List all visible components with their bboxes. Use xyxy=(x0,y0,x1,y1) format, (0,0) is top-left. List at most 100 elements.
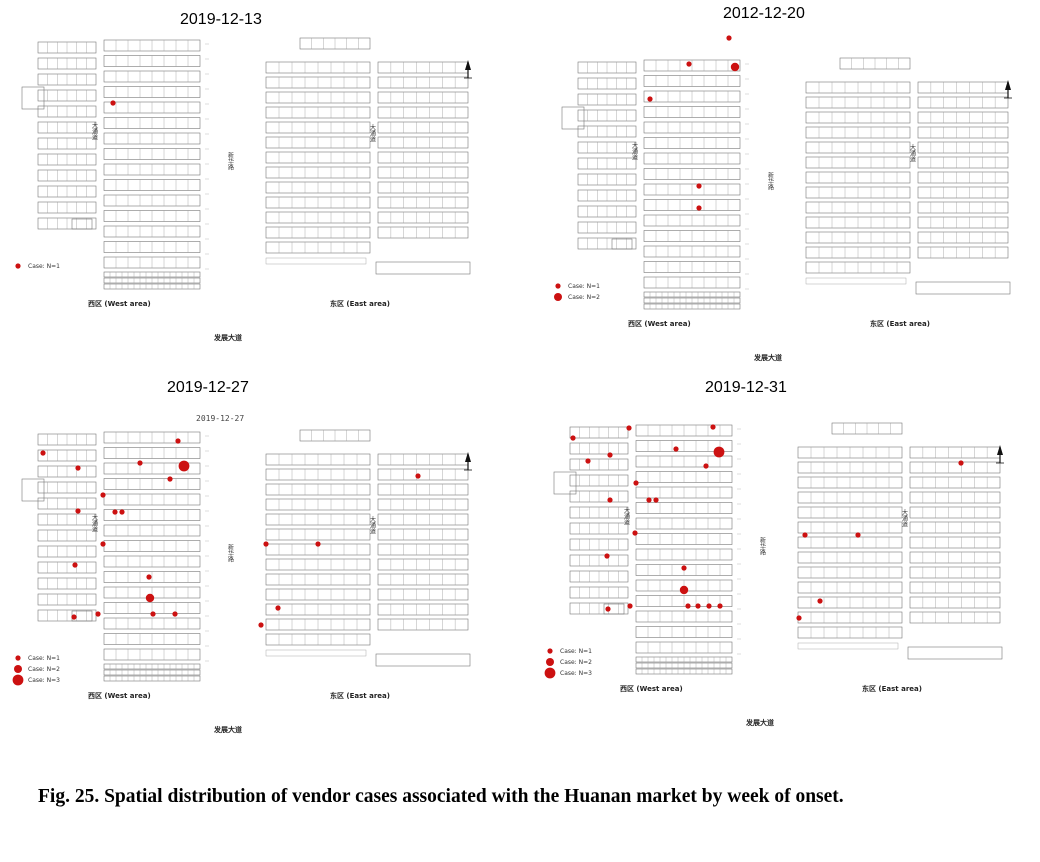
stall-row xyxy=(377,91,469,104)
structure xyxy=(265,649,367,657)
legend-marker xyxy=(14,665,22,673)
west-street-label: 大通道 xyxy=(623,506,630,526)
case-marker xyxy=(570,435,576,441)
case-marker xyxy=(75,508,81,514)
case-marker xyxy=(75,465,81,471)
stall-row xyxy=(377,543,469,556)
lane-label: 新华路 xyxy=(227,151,234,171)
panel-date-4: 2019-12-31 xyxy=(705,379,787,396)
stall-row xyxy=(377,513,469,526)
panel-date-3: 2019-12-27 xyxy=(167,379,249,396)
stall-row xyxy=(909,596,1001,609)
stall-row xyxy=(909,611,1001,624)
structure xyxy=(797,642,899,650)
structure xyxy=(603,603,625,615)
case-marker xyxy=(796,615,802,621)
case-marker xyxy=(415,473,421,479)
case-marker xyxy=(119,509,125,515)
stall-row xyxy=(909,446,1001,459)
legend-label: Case: N=3 xyxy=(560,670,592,677)
lane-label: 新华路 xyxy=(767,171,774,191)
case-marker xyxy=(172,611,178,617)
case-marker xyxy=(958,460,964,466)
stall-row xyxy=(917,156,1009,169)
structure xyxy=(907,646,1003,660)
legend-marker xyxy=(555,283,561,289)
east-area-label: 东区 (East area) xyxy=(330,691,390,700)
case-marker xyxy=(315,541,321,547)
west-area-label: 西区 (West area) xyxy=(620,685,683,693)
case-marker xyxy=(726,35,732,41)
case-marker xyxy=(681,565,687,571)
case-marker xyxy=(673,446,679,452)
case-marker xyxy=(710,424,716,430)
structure xyxy=(611,238,633,250)
legend-marker xyxy=(547,648,553,654)
stall-row xyxy=(377,151,469,164)
case-marker xyxy=(263,541,269,547)
east-street-label: 大通道 xyxy=(909,143,916,163)
structure xyxy=(71,218,93,230)
stall-row xyxy=(909,536,1001,549)
stall-row xyxy=(377,468,469,481)
case-marker xyxy=(685,603,691,609)
east-street-label: 大通道 xyxy=(369,515,376,535)
structure xyxy=(265,257,367,265)
legend-label: Case: N=2 xyxy=(28,666,60,673)
road-label: 发展大道 xyxy=(745,718,774,727)
stall-row xyxy=(377,573,469,586)
case-marker xyxy=(95,611,101,617)
legend-label: Case: N=3 xyxy=(28,677,60,684)
legend-label: Case: N=1 xyxy=(28,655,60,662)
stall-row xyxy=(909,461,1001,474)
case-marker xyxy=(679,585,689,595)
stall-row xyxy=(377,196,469,209)
stall-row xyxy=(377,211,469,224)
lane-label: 新华路 xyxy=(227,543,234,563)
legend-label: Case: N=1 xyxy=(568,283,600,290)
stall-row xyxy=(377,136,469,149)
case-marker xyxy=(686,61,692,67)
structure xyxy=(375,653,471,667)
panel-date-1: 2019-12-13 xyxy=(180,11,262,28)
case-marker xyxy=(647,96,653,102)
case-marker xyxy=(646,497,652,503)
stall-row xyxy=(917,246,1009,259)
east-area-label: 东区 (East area) xyxy=(862,684,922,693)
structure xyxy=(553,471,577,495)
case-marker xyxy=(802,532,808,538)
case-marker xyxy=(175,438,181,444)
case-marker xyxy=(607,497,613,503)
stall-row xyxy=(917,141,1009,154)
stall-row xyxy=(909,566,1001,579)
case-marker xyxy=(585,458,591,464)
west-street-label: 大通道 xyxy=(91,513,98,533)
case-marker xyxy=(100,492,106,498)
east-area-label: 东区 (East area) xyxy=(330,299,390,308)
case-marker xyxy=(137,460,143,466)
stall-row xyxy=(377,603,469,616)
structure xyxy=(915,281,1011,295)
case-marker xyxy=(258,622,264,628)
legend-marker xyxy=(554,293,562,301)
panel-date-2: 2012-12-20 xyxy=(723,5,805,22)
structure xyxy=(561,106,585,130)
legend-label: Case: N=2 xyxy=(560,659,592,666)
case-marker xyxy=(71,614,77,620)
stall-row xyxy=(377,226,469,239)
west-area-label: 西区 (West area) xyxy=(88,300,151,308)
legend-marker xyxy=(544,667,556,679)
west-area-label: 西区 (West area) xyxy=(88,692,151,700)
west-street-label: 大通道 xyxy=(631,141,638,161)
stall-row xyxy=(377,588,469,601)
stall-row xyxy=(377,558,469,571)
case-marker xyxy=(817,598,823,604)
legend-marker xyxy=(15,655,21,661)
case-marker xyxy=(706,603,712,609)
stall-row xyxy=(909,521,1001,534)
case-marker xyxy=(855,532,861,538)
case-marker xyxy=(167,476,173,482)
stall-row xyxy=(377,618,469,631)
